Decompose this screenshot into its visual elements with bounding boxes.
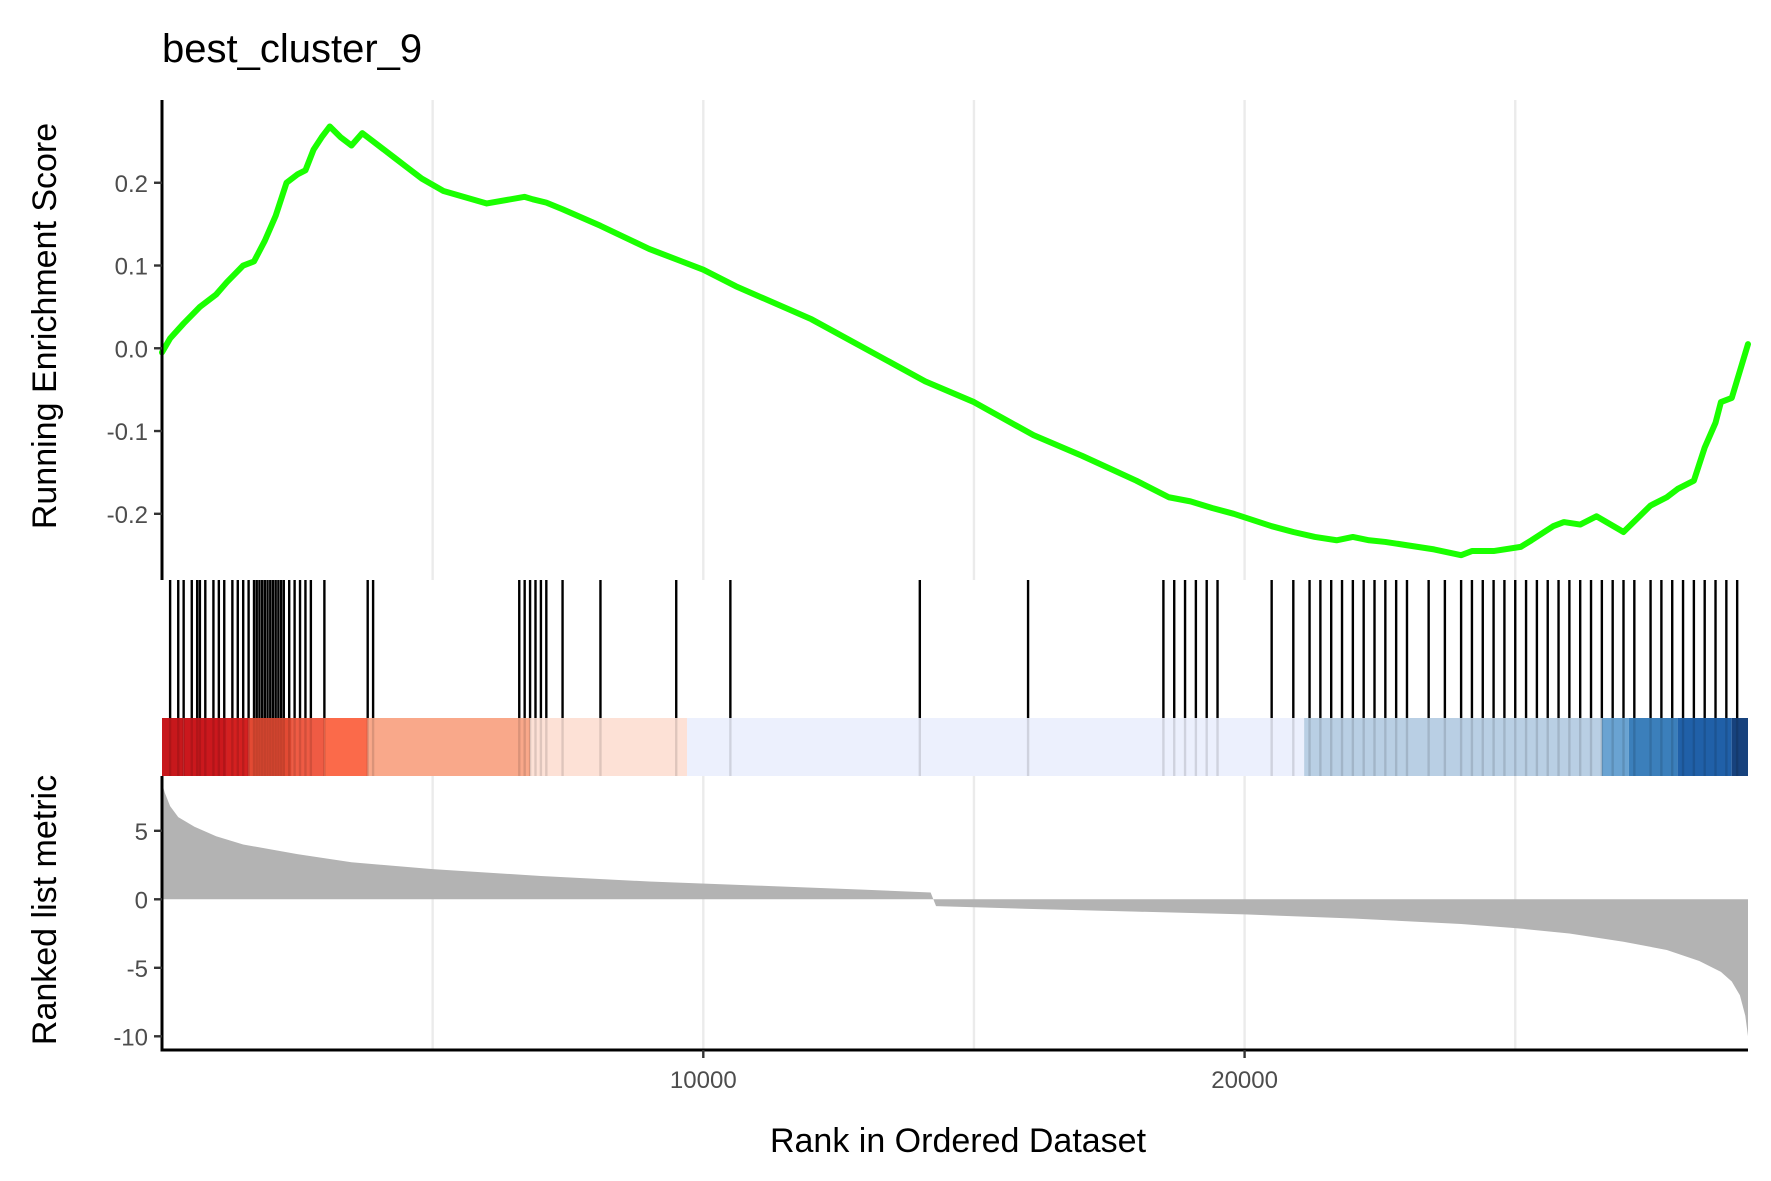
y-tick-label-metric: 0 — [135, 887, 148, 914]
y-tick-label-enrichment: -0.1 — [107, 419, 148, 446]
heatmap-cell — [530, 718, 688, 776]
hit-marks — [168, 580, 1739, 718]
heatmap-cell — [226, 718, 249, 776]
heatmap-cell — [687, 718, 1305, 776]
y-axis-title-metric: Ranked list metric — [26, 775, 64, 1045]
heatmap-cell — [291, 718, 325, 776]
chart-title: best_cluster_9 — [162, 27, 422, 71]
metric-area-fill — [162, 782, 1748, 1037]
y-tick-label-enrichment: -0.2 — [107, 502, 148, 529]
heatmap-cell — [1601, 718, 1629, 776]
y-tick-label-metric: -10 — [113, 1024, 148, 1051]
enrichment-line — [159, 123, 1751, 559]
y-tick-label-enrichment: 0.2 — [115, 171, 148, 198]
heatmap-cell — [367, 718, 531, 776]
axes — [154, 100, 1748, 1058]
enrichment-score-line — [159, 123, 1751, 559]
x-tick-label: 10000 — [670, 1067, 737, 1094]
heatmap-cell — [1677, 718, 1732, 776]
x-axis-title: Rank in Ordered Dataset — [770, 1122, 1147, 1160]
tick-labels: 0.2 0.1 0.0 -0.1 -0.2 5 0 -5 -10 10000 20000 — [107, 171, 1278, 1094]
y-axis-title-enrichment: Running Enrichment Score — [26, 123, 64, 529]
y-tick-label-enrichment: 0.1 — [115, 254, 148, 281]
metric-heatmap — [162, 718, 1748, 776]
y-tick-label-metric: 5 — [135, 819, 148, 846]
heatmap-cell — [324, 718, 368, 776]
metric-area — [162, 782, 1748, 1037]
heatmap-cell — [183, 718, 227, 776]
y-tick-label-enrichment: 0.0 — [115, 336, 148, 363]
heatmap-cell — [248, 718, 292, 776]
heatmap-cell — [1731, 718, 1748, 776]
x-tick-label: 20000 — [1211, 1067, 1278, 1094]
heatmap-cell — [1628, 718, 1678, 776]
heatmap-cell — [1304, 718, 1602, 776]
heatmap-cell — [162, 718, 184, 776]
y-tick-label-metric: -5 — [127, 956, 148, 983]
